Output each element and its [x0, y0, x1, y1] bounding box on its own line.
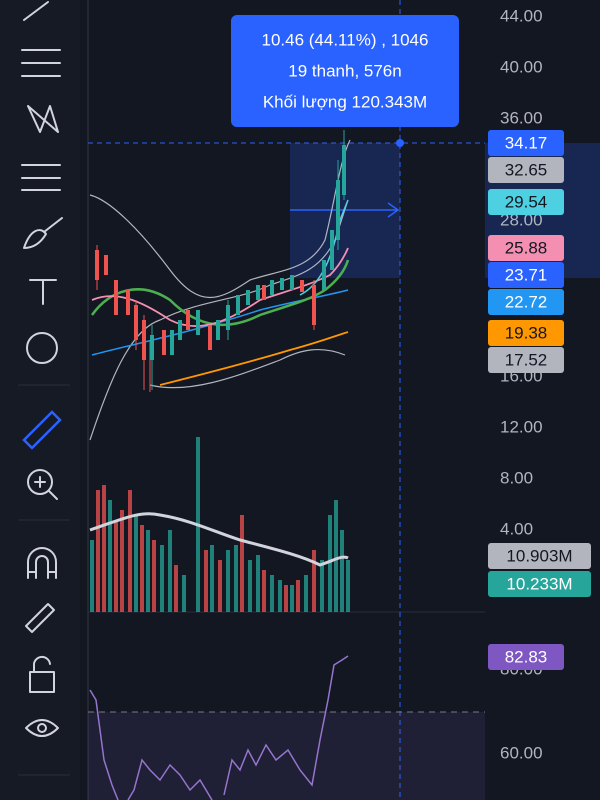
price-label: 36.00 — [500, 108, 543, 127]
eye-icon[interactable] — [25, 719, 59, 737]
tool-icons[interactable] — [18, 1, 70, 776]
price-badge-text: 19.38 — [505, 323, 548, 342]
price-badge — [488, 347, 564, 373]
price-badge-text: 29.54 — [505, 192, 548, 211]
price-badge — [488, 644, 564, 670]
price-label: 28.00 — [500, 210, 543, 229]
badges: 34.17 32.65 29.54 25.88 23.71 22.72 19.38 17.52… — [488, 130, 591, 670]
bollinger-upper — [89, 139, 351, 298]
tooltip-line: Khối lượng 120.343M — [263, 92, 427, 111]
rsi-band — [88, 712, 485, 800]
volume-label: 8.00 — [500, 468, 533, 487]
bollinger-lower-upper — [89, 199, 349, 441]
ma-blue — [91, 289, 349, 356]
crosshair-dot — [396, 139, 404, 147]
zoom-icon-detail — [34, 476, 58, 500]
tooltip-line: 19 thanh, 576n — [288, 61, 401, 80]
price-badge-text: 22.72 — [505, 292, 548, 311]
price-badge — [488, 543, 591, 569]
price-badge-text: 17.52 — [505, 350, 548, 369]
price-badge — [488, 289, 564, 315]
price-badge-text: 32.65 — [505, 160, 548, 179]
price-label: 44.00 — [500, 6, 543, 25]
price-badge — [488, 320, 564, 346]
ma-pink — [91, 247, 349, 327]
fib-icon[interactable] — [21, 49, 61, 77]
price-label: 12.00 — [500, 417, 543, 436]
toolbar — [0, 0, 80, 800]
price-label: 40.00 — [500, 57, 543, 76]
bollinger-lower — [149, 349, 346, 389]
volume-up — [90, 437, 350, 612]
price-badge — [488, 262, 564, 288]
candle-wicks-down — [96, 245, 315, 392]
price-badge — [488, 235, 564, 261]
trendline-icon[interactable] — [23, 1, 49, 21]
lock-draw-icon[interactable] — [25, 603, 55, 633]
ma-orange — [159, 331, 349, 386]
price-badge-text: 82.83 — [505, 647, 548, 666]
volume-ma — [89, 512, 349, 567]
eye-pupil — [37, 723, 47, 733]
candle-wicks-up — [151, 130, 345, 390]
magnet-icon[interactable] — [27, 547, 57, 579]
brush-icon[interactable] — [23, 217, 63, 249]
ma-green — [90, 259, 350, 326]
text-icon[interactable] — [29, 279, 57, 305]
price-badge-text: 10.903M — [506, 546, 572, 565]
tooltip-line: 10.46 (44.11%) , 1046 — [262, 30, 429, 49]
rsi-line — [89, 655, 349, 800]
rsi-label: 60.00 — [500, 743, 543, 762]
zoom-icon[interactable] — [27, 469, 53, 495]
price-badge-text: 10.233M — [506, 574, 572, 593]
price-badge — [488, 157, 564, 183]
price-badge-text: 23.71 — [505, 265, 548, 284]
price-badge — [488, 130, 564, 156]
unlock-icon[interactable] — [29, 655, 55, 693]
price-badge-text: 25.88 — [505, 238, 548, 257]
volume-down — [96, 485, 316, 612]
volume-label: 4.00 — [500, 519, 533, 538]
ruler-icon[interactable] — [22, 410, 62, 450]
price-badge-text: 34.17 — [505, 133, 548, 152]
pattern-icon[interactable] — [27, 105, 59, 133]
tooltip — [231, 15, 459, 127]
forecast-icon[interactable] — [21, 164, 61, 191]
emoji-icon[interactable] — [26, 332, 58, 364]
price-badge — [488, 571, 591, 597]
price-badge — [488, 189, 564, 215]
